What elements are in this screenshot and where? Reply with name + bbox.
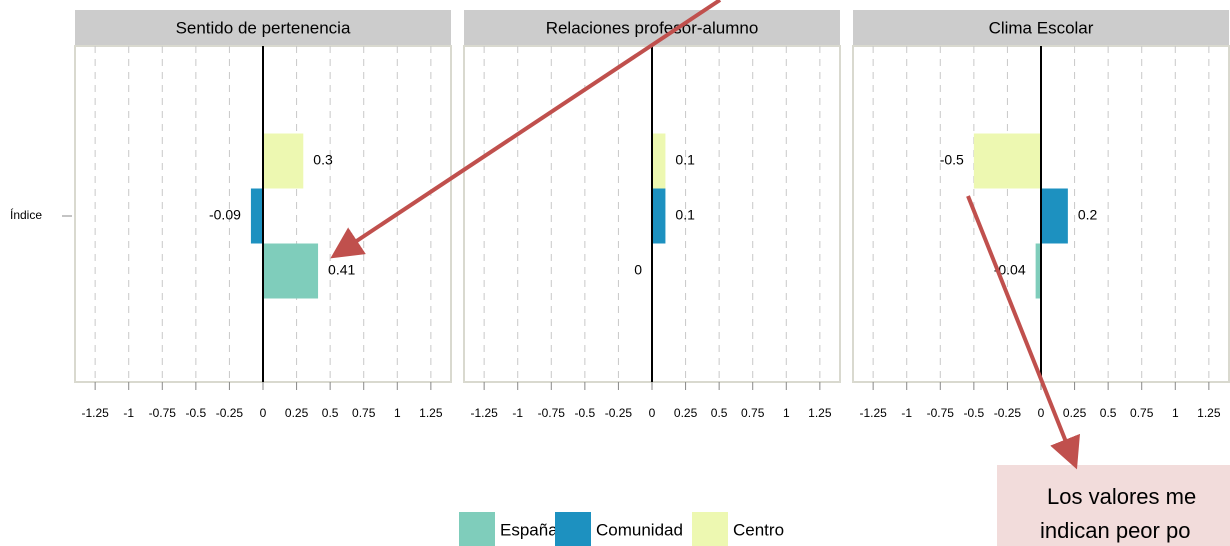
x-tick-label: 0.25	[674, 406, 698, 420]
x-tick-label: -0.75	[538, 406, 566, 420]
value-label: 0	[634, 262, 642, 278]
x-tick-label: 0	[1038, 406, 1045, 420]
x-tick-label: 1	[394, 406, 401, 420]
x-tick-label: 1.25	[808, 406, 832, 420]
annotation: Los valores me	[1047, 484, 1196, 509]
value-label: -0.09	[209, 207, 241, 223]
arrow	[330, 0, 722, 259]
x-tick-label: 0.5	[1100, 406, 1117, 420]
x-tick-label: -0.5	[186, 406, 207, 420]
value-label: 0.41	[328, 262, 355, 278]
x-tick-label: 0	[649, 406, 656, 420]
value-label: 0.1	[675, 207, 695, 223]
x-tick-label: -1.25	[81, 406, 109, 420]
x-tick-label: -0.75	[927, 406, 955, 420]
bar	[1035, 243, 1041, 299]
x-tick-label: -1	[901, 406, 912, 420]
value-label: 0.3	[313, 152, 333, 168]
annotation-box	[997, 465, 1230, 546]
legend-swatch	[692, 512, 728, 546]
bar	[973, 133, 1041, 189]
x-tick-label: -0.25	[994, 406, 1022, 420]
legend-label: Comunidad	[596, 520, 683, 539]
bar	[263, 243, 319, 299]
bar	[652, 188, 666, 244]
x-tick-label: 1.25	[419, 406, 443, 420]
x-tick-label: -0.75	[149, 406, 177, 420]
x-tick-label: 0.25	[285, 406, 309, 420]
legend-label: España	[500, 520, 558, 539]
x-tick-label: -1.25	[859, 406, 887, 420]
x-tick-label: -0.25	[605, 406, 633, 420]
legend-swatch	[555, 512, 591, 546]
x-tick-label: -0.25	[216, 406, 244, 420]
x-tick-label: 0.5	[322, 406, 339, 420]
value-label: 0.1	[675, 152, 695, 168]
value-label: -0.5	[940, 152, 964, 168]
value-label: -0.04	[994, 262, 1026, 278]
x-tick-label: 0.75	[1130, 406, 1154, 420]
x-tick-label: 1	[1172, 406, 1179, 420]
y-tick-label: Índice	[10, 207, 42, 222]
x-tick-label: 0.75	[741, 406, 765, 420]
x-tick-label: 0	[260, 406, 267, 420]
bar	[1041, 188, 1068, 244]
facet-strip	[464, 10, 840, 46]
x-tick-label: 0.75	[352, 406, 376, 420]
arrow	[966, 195, 1080, 470]
facet-title: Sentido de pertenencia	[176, 18, 351, 37]
x-tick-label: 0.5	[711, 406, 728, 420]
x-tick-label: -1	[512, 406, 523, 420]
facet-title: Clima Escolar	[989, 18, 1094, 37]
bar	[263, 133, 304, 189]
bar	[250, 188, 263, 244]
x-tick-label: 0.25	[1063, 406, 1087, 420]
value-label: 0.2	[1078, 207, 1098, 223]
legend-swatch	[459, 512, 495, 546]
facet-strip	[853, 10, 1229, 46]
facet-title: Relaciones profesor-alumno	[546, 18, 759, 37]
x-tick-label: 1	[783, 406, 790, 420]
bar	[652, 133, 666, 189]
x-tick-label: -0.5	[575, 406, 596, 420]
x-tick-label: -1.25	[470, 406, 498, 420]
x-tick-label: 1.25	[1197, 406, 1221, 420]
annotation: indican peor po	[1040, 518, 1190, 543]
facet-strip	[75, 10, 451, 46]
legend-label: Centro	[733, 520, 784, 539]
x-tick-label: -1	[123, 406, 134, 420]
x-tick-label: -0.5	[964, 406, 985, 420]
